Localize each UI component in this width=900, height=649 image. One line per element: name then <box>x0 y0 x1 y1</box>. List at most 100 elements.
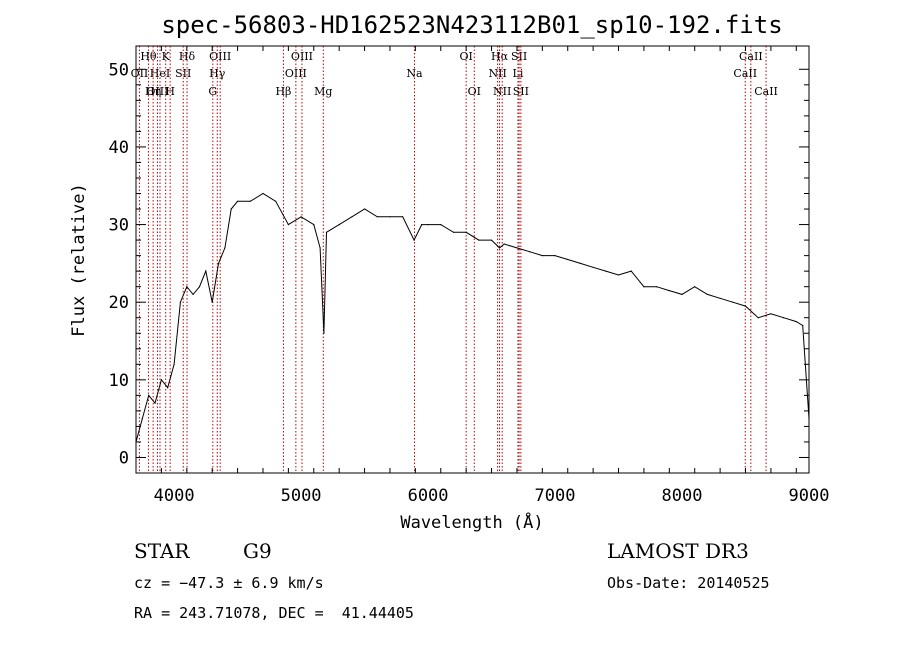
spectrum-point <box>198 286 201 288</box>
spectral-line-label: SII <box>511 50 527 63</box>
spectrum-point <box>440 224 442 226</box>
spectrum-point <box>694 286 696 288</box>
spectrum-point <box>421 224 423 226</box>
y-axis-label: Flux (relative) <box>69 183 89 337</box>
spectrum-point <box>802 324 804 327</box>
sky-coordinates: RA = 243.71078, DEC = 41.44405 <box>134 604 414 622</box>
spectrum-point <box>275 200 277 202</box>
y-tick-label: 10 <box>109 371 129 391</box>
spectrum-point <box>490 239 493 241</box>
spectrum-point <box>605 270 607 272</box>
object-subclass: G9 <box>243 539 272 563</box>
spectrum-point <box>567 258 569 261</box>
spectrum-point <box>529 251 531 253</box>
spectral-line-label: K <box>162 50 171 63</box>
spectrum-point <box>179 301 181 303</box>
spectrum-point <box>167 387 169 389</box>
spectrum-point <box>452 231 455 233</box>
y-tick-label: 20 <box>109 293 129 313</box>
spectrum-point <box>148 394 150 396</box>
x-axis-label: Wavelength (Å) <box>400 511 543 533</box>
spectral-line-label: CaII <box>754 85 778 98</box>
spectrum-point <box>795 321 797 323</box>
spectrum-point <box>376 216 378 218</box>
survey-release: LAMOST DR3 <box>607 539 749 563</box>
x-tick-label: 8000 <box>662 486 703 506</box>
spectral-line-label: Hα <box>491 50 509 63</box>
spectrum-point <box>770 313 772 315</box>
spectrum-point <box>230 208 232 210</box>
spectrum-point <box>706 293 709 295</box>
spectral-line-label: HeI <box>150 67 170 80</box>
spectral-line-label: OIII <box>291 50 313 63</box>
spectrum-point <box>205 270 207 272</box>
spectral-line-label: Hβ <box>275 85 291 98</box>
observation-date: Obs-Date: 20140525 <box>607 574 770 592</box>
spectrum-point <box>732 301 734 303</box>
spectral-line-label: Hγ <box>209 67 226 80</box>
spectrum-point <box>262 192 264 195</box>
spectrum-point <box>554 255 556 257</box>
spectral-line-label: OIII <box>209 50 231 63</box>
spectral-line-label: OI <box>459 50 472 63</box>
y-tick-label: 50 <box>109 60 129 80</box>
spectral-line-label: OIII <box>146 85 168 98</box>
spectrum-point <box>630 270 632 272</box>
x-tick-label: 5000 <box>281 486 322 506</box>
spectral-line-label: CaII <box>733 67 757 80</box>
spectrum-point <box>719 297 721 299</box>
spectral-line-label: OIII <box>285 67 307 80</box>
spectral-line-label: Hη <box>145 85 161 98</box>
spectrum-point <box>186 286 188 288</box>
spectrum-point <box>427 224 429 226</box>
spectrum-point <box>503 243 505 245</box>
spectrum-point <box>681 293 683 295</box>
spectrum-point <box>313 224 315 226</box>
spectrum-line <box>135 192 810 443</box>
spectral-line-label: CaII <box>739 50 763 63</box>
spectral-line-label: H <box>165 85 175 98</box>
spectrum-point <box>217 262 220 264</box>
spectrum-point <box>141 418 143 420</box>
x-tick-label: 6000 <box>408 486 449 506</box>
spectrum-series <box>135 192 810 443</box>
spectral-line-label: Li <box>513 67 524 80</box>
spectral-line-label: Na <box>406 67 423 80</box>
object-class: STAR <box>134 539 190 563</box>
spectrum-point <box>465 231 467 233</box>
spectrum-point <box>478 239 480 241</box>
spectrum-point <box>319 247 321 249</box>
spectrum-point <box>498 247 501 249</box>
chart-title: spec-56803-HD162523N423112B01_sp10-192.f… <box>161 11 782 39</box>
spectrum-point <box>300 216 302 218</box>
spectral-line-label: NII <box>488 67 506 80</box>
spectrum-point <box>757 317 759 319</box>
spectrum-point <box>592 266 594 268</box>
spectrum-point <box>643 286 645 288</box>
spectrum-point <box>338 224 340 226</box>
y-axis: 0 10 20 30 40 50 <box>109 60 809 468</box>
spectrum-point <box>173 363 175 365</box>
spectrum-point <box>541 255 543 257</box>
x-tick-label: 7000 <box>535 486 576 506</box>
spectrum-point <box>192 293 194 295</box>
spectrum-point <box>744 305 747 307</box>
spectrum-point <box>287 224 289 226</box>
spectrum-point <box>668 290 670 292</box>
spectrum-point <box>516 247 518 249</box>
spectrum-point <box>224 247 226 249</box>
spectrum-point <box>160 379 162 381</box>
x-axis: 4000 5000 6000 7000 8000 9000 <box>135 46 829 506</box>
spectrum-point <box>249 200 251 202</box>
spectrum-point <box>617 274 620 276</box>
y-tick-label: 0 <box>119 448 129 468</box>
spectral-line-label: OI <box>468 85 481 98</box>
spectrum-point <box>351 216 353 218</box>
spectrum-point <box>323 332 325 334</box>
spectral-line-label: G <box>208 85 217 98</box>
spectrum-point <box>237 200 239 202</box>
spectral-line-label: OII <box>131 67 149 80</box>
spectrum-point <box>413 239 415 241</box>
spectrum-point <box>364 208 366 210</box>
